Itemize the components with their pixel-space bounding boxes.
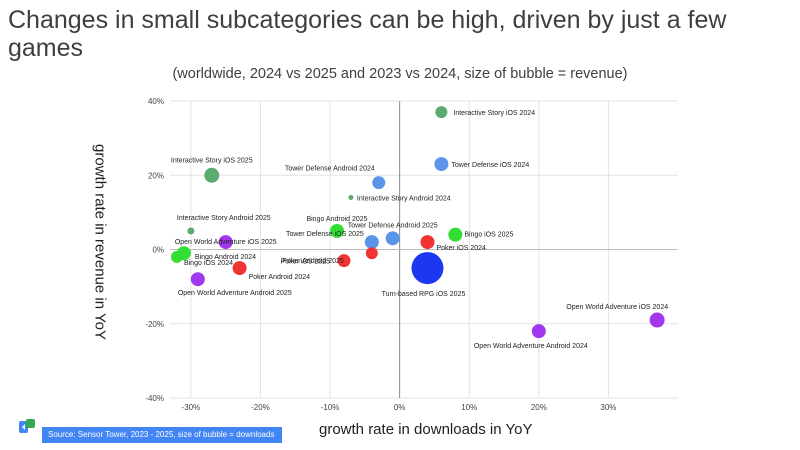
x-tick-label: 0%	[394, 403, 406, 412]
x-tick-label: 20%	[531, 403, 547, 412]
bubble-label: Open World Adventure Android 2025	[178, 290, 292, 297]
bubble	[330, 223, 345, 238]
brand-logo-icon	[18, 418, 36, 441]
bubble	[649, 312, 665, 328]
x-axis-label: growth rate in downloads in YoY	[319, 421, 533, 438]
bubble-label: Poker iOS 2025	[281, 259, 331, 266]
chart-subtitle: (worldwide, 2024 vs 2025 and 2023 vs 202…	[172, 66, 628, 82]
bubble-label: Turn-based RPG iOS 2025	[382, 291, 466, 298]
source-note: Source: Sensor Tower, 2023 - 2025, size …	[42, 427, 282, 443]
bubble-label: Interactive Story iOS 2024	[453, 110, 535, 117]
bubble-label: Open World Adventure iOS 2025	[175, 239, 277, 246]
bubble-label: Tower Defense iOS 2025	[286, 231, 364, 238]
bubble	[411, 252, 444, 285]
bubble	[170, 250, 183, 263]
bubble	[190, 272, 205, 287]
bubble	[372, 176, 386, 190]
x-tick-label: 10%	[461, 403, 477, 412]
y-tick-label: -20%	[145, 320, 164, 329]
x-tick-label: 30%	[600, 403, 616, 412]
bubble-label: Bingo iOS 2025	[464, 232, 513, 239]
bubble-label: Open World Adventure iOS 2024	[566, 304, 668, 311]
bubble-label: Interactive Story Android 2024	[357, 196, 451, 203]
bubble	[448, 227, 463, 242]
chart-grid	[170, 100, 678, 399]
bubble-label: Bingo Android 2024	[195, 254, 256, 261]
chart-title: Changes in small subcategories can be hi…	[8, 6, 727, 62]
bubble-label: Poker iOS 2024	[436, 245, 486, 252]
bubble	[218, 235, 233, 250]
x-tick-label: -30%	[182, 403, 201, 412]
bubble	[204, 167, 220, 183]
x-tick-label: -20%	[251, 403, 270, 412]
bubble-label: Poker Android 2024	[249, 274, 311, 281]
chart-points	[170, 106, 665, 339]
bubble-label: Interactive Story iOS 2025	[171, 157, 253, 164]
bubble	[434, 157, 449, 172]
bubble	[385, 231, 400, 246]
bubble	[232, 261, 247, 276]
y-tick-label: 0%	[152, 246, 164, 255]
bubble-label: Tower Defense iOS 2024	[451, 162, 529, 169]
bubble	[364, 235, 379, 250]
chart-point-labels: Interactive Story iOS 2024 Interactive St…	[171, 110, 668, 350]
x-tick-label: -10%	[321, 403, 340, 412]
bubble-label: Poker Android 2025	[282, 258, 344, 265]
bubble	[337, 254, 351, 268]
bubble-label: Bingo Android 2025	[306, 216, 367, 223]
bubble	[435, 106, 448, 119]
bubble	[187, 227, 195, 235]
bubble-label: Open World Adventure Android 2024	[474, 343, 588, 350]
bubble-label: Interactive Story Android 2025	[177, 215, 271, 222]
y-tick-label: 40%	[148, 97, 164, 106]
y-tick-label: 20%	[148, 171, 164, 180]
chart-ticks: 40% 20% 0% -20% -40% -30% -20% -10% 0% 10% 20% 30%	[145, 97, 616, 412]
bubble	[365, 247, 378, 260]
bubble	[348, 195, 354, 201]
bubble-label: Tower Defense Android 2025	[348, 222, 438, 229]
bubble	[420, 235, 435, 250]
bubble-label: Tower Defense Android 2024	[285, 166, 375, 173]
bubble	[531, 324, 546, 339]
y-tick-label: -40%	[145, 394, 164, 403]
bubble-label: Bingo iOS 2024	[184, 260, 233, 267]
